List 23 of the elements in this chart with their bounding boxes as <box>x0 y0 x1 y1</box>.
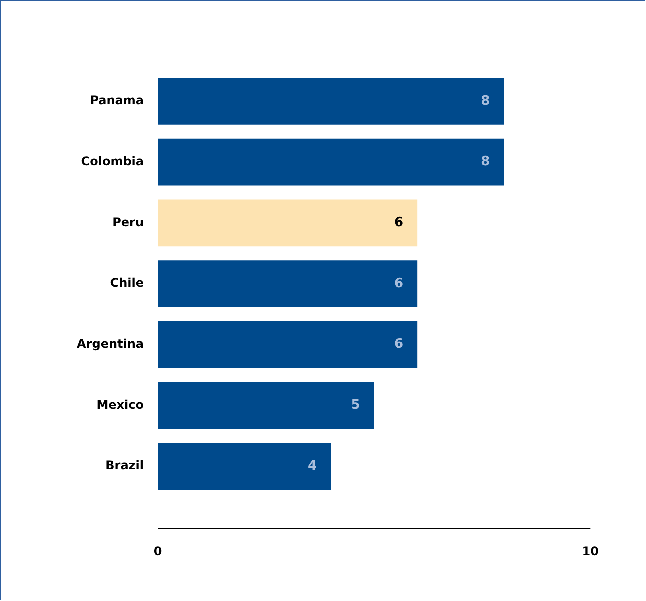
bar <box>158 443 332 490</box>
bar <box>158 200 418 247</box>
bar <box>158 78 504 125</box>
x-tick-label: 10 <box>582 544 599 558</box>
data-label: 6 <box>394 276 404 292</box>
bar <box>158 321 418 368</box>
y-tick-label: Colombia <box>81 154 144 168</box>
bar <box>158 138 504 186</box>
y-tick-label: Panama <box>90 94 144 108</box>
y-tick-label: Mexico <box>96 398 144 412</box>
x-tick-label: 0 <box>154 544 162 558</box>
data-label: 4 <box>308 458 318 474</box>
y-tick-label: Brazil <box>106 458 144 473</box>
y-tick-label: Peru <box>112 215 144 230</box>
data-label: 6 <box>394 337 404 352</box>
bar <box>158 382 374 430</box>
bar <box>158 260 418 308</box>
data-label: 8 <box>481 154 490 170</box>
y-tick-label: Argentina <box>77 336 144 351</box>
data-label: 5 <box>351 398 360 414</box>
y-tick-label: Chile <box>110 276 144 290</box>
data-label: 8 <box>481 94 490 109</box>
data-label: 6 <box>394 216 404 231</box>
